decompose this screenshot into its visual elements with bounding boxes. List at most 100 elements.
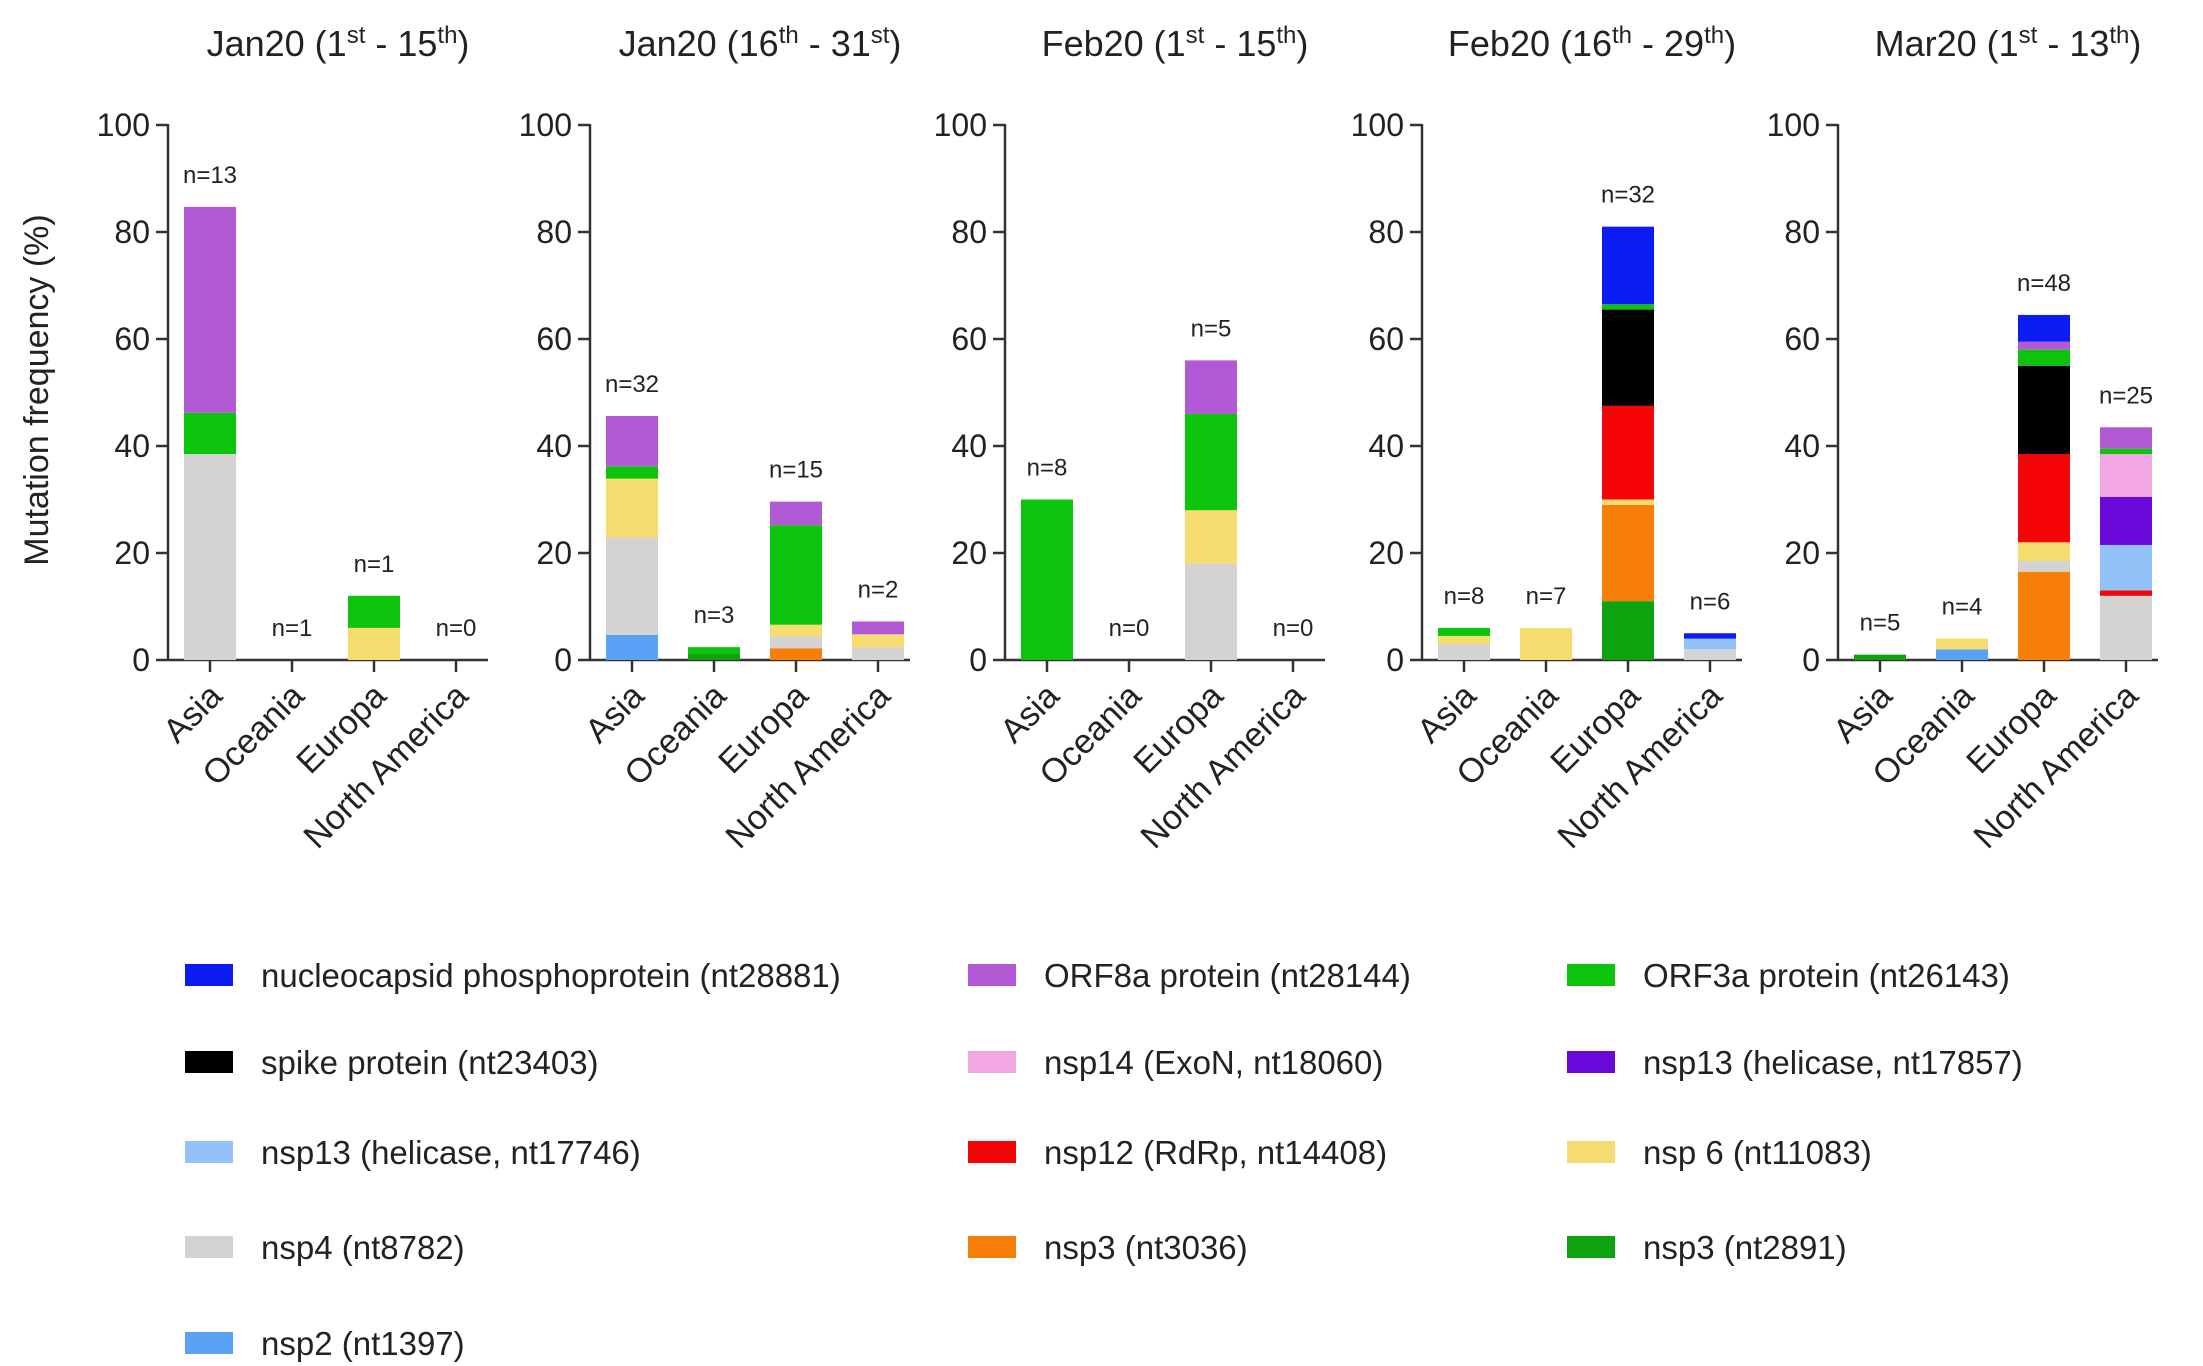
y-tick-label: 60 xyxy=(536,321,572,357)
panel-title-superscript: st xyxy=(2019,22,2038,49)
y-tick-label: 20 xyxy=(536,535,572,571)
panel-title-superscript: th xyxy=(1704,22,1724,49)
legend-swatch xyxy=(1567,1051,1615,1073)
sample-count-label: n=13 xyxy=(183,162,237,189)
panel-title-text: Mar20 (1 xyxy=(1875,23,2019,64)
y-tick-label: 100 xyxy=(1351,107,1404,143)
bar-segment xyxy=(1185,510,1237,564)
bar-segment xyxy=(2018,349,2070,366)
panel-title-text: ) xyxy=(2129,23,2141,64)
legend-swatch xyxy=(1567,1141,1615,1163)
panel-title-superscript: st xyxy=(871,22,890,49)
bar-segment xyxy=(2018,571,2070,660)
legend-item: nsp2 (nt1397) xyxy=(185,1325,465,1362)
bar-segment xyxy=(1185,563,1237,660)
bar-segment xyxy=(2100,590,2152,596)
bar-segment xyxy=(770,648,822,660)
bar-segment xyxy=(2100,496,2152,545)
panel-title-superscript: th xyxy=(437,22,457,49)
legend-label: nsp13 (helicase, nt17746) xyxy=(261,1134,641,1171)
y-tick-label: 100 xyxy=(1767,107,1820,143)
bar-segment xyxy=(1602,499,1654,505)
y-tick-label: 100 xyxy=(519,107,572,143)
bar-segment xyxy=(1684,633,1736,639)
sample-count-label: n=2 xyxy=(858,576,899,603)
bar-segment xyxy=(770,624,822,637)
x-category-label: Asia xyxy=(156,677,230,751)
sample-count-label: n=15 xyxy=(769,457,823,484)
sample-count-label: n=1 xyxy=(272,615,313,642)
bar-segment xyxy=(2018,561,2070,572)
y-tick-label: 80 xyxy=(1368,214,1404,250)
legend-label: nsp3 (nt3036) xyxy=(1044,1229,1248,1266)
legend: nucleocapsid phosphoprotein (nt28881) ORF… xyxy=(185,957,2023,1362)
y-tick-label: 0 xyxy=(1802,642,1820,678)
bar-segment xyxy=(1602,504,1654,602)
y-tick-label: 80 xyxy=(951,214,987,250)
bar-segment xyxy=(606,466,658,479)
bar-segment xyxy=(2100,454,2152,497)
legend-label: nsp13 (helicase, nt17857) xyxy=(1643,1044,2023,1081)
y-tick-label: 40 xyxy=(536,428,572,464)
legend-item: nsp14 (ExoN, nt18060) xyxy=(968,1044,1383,1081)
bar-segment xyxy=(606,478,658,538)
bar-segment xyxy=(2018,365,2070,455)
chart-panels: Jan20 (1st - 15th)020406080100n=13Asian=… xyxy=(97,22,2158,856)
y-tick-label: 0 xyxy=(554,642,572,678)
panel-title-text: Feb20 (16 xyxy=(1448,23,1612,64)
bar-segment xyxy=(852,621,904,635)
bar-segment xyxy=(2018,314,2070,342)
legend-item: nsp3 (nt2891) xyxy=(1567,1229,1847,1266)
x-category-label: Asia xyxy=(1826,677,1900,751)
panel-title-text: - 29 xyxy=(1632,23,1704,64)
panel-title-superscript: th xyxy=(1276,22,1296,49)
panel-title-text: Jan20 (1 xyxy=(207,23,347,64)
panel-title: Mar20 (1st - 13th) xyxy=(1875,22,2142,64)
y-tick-label: 20 xyxy=(114,535,150,571)
sample-count-label: n=4 xyxy=(1942,594,1983,621)
chart-panel: Jan20 (16th - 31st) 0 20 40 60 80 100 n=32 Asia n… xyxy=(519,22,910,856)
y-tick-label: 40 xyxy=(951,428,987,464)
legend-swatch xyxy=(185,964,233,986)
panel-title-text: ) xyxy=(1296,23,1308,64)
legend-swatch xyxy=(1567,964,1615,986)
panel-title: Feb20 (1st - 15th) xyxy=(1042,22,1309,64)
sample-count-label: n=0 xyxy=(1273,615,1314,642)
y-tick-label: 40 xyxy=(1784,428,1820,464)
bar-segment xyxy=(1602,601,1654,660)
bar-segment xyxy=(1438,643,1490,660)
legend-label: ORF8a protein (nt28144) xyxy=(1044,957,1411,994)
y-tick-label: 80 xyxy=(114,214,150,250)
legend-item: nsp3 (nt3036) xyxy=(968,1229,1248,1266)
panel-title-text: ) xyxy=(889,23,901,64)
bar-segment xyxy=(184,206,236,413)
panel-title-superscript: st xyxy=(347,22,366,49)
bar-segment xyxy=(770,636,822,649)
sample-count-label: n=5 xyxy=(1860,610,1901,637)
bar-segment xyxy=(348,627,400,660)
panel-title-text: - 13 xyxy=(2037,23,2109,64)
y-tick-label: 20 xyxy=(1368,535,1404,571)
sample-count-label: n=25 xyxy=(2099,382,2153,409)
bar-segment xyxy=(2018,454,2070,543)
chart-panel: Mar20 (1st - 13th) 0 20 40 60 80 100 n=5 Asia n=4… xyxy=(1767,22,2158,856)
y-tick-label: 20 xyxy=(951,535,987,571)
panel-title-text: - 31 xyxy=(799,23,871,64)
bar-segment xyxy=(606,634,658,660)
bar-segment xyxy=(1602,309,1654,406)
y-tick-label: 0 xyxy=(132,642,150,678)
panel-title-superscript: th xyxy=(779,22,799,49)
panel-title-text: ) xyxy=(1724,23,1736,64)
sample-count-label: n=8 xyxy=(1444,583,1485,610)
x-category-label: Asia xyxy=(578,677,652,751)
bar-segment xyxy=(2018,341,2070,350)
legend-label: ORF3a protein (nt26143) xyxy=(1643,957,2010,994)
y-tick-label: 60 xyxy=(951,321,987,357)
y-tick-label: 60 xyxy=(114,321,150,357)
panel-title: Jan20 (16th - 31st) xyxy=(619,22,902,64)
x-category-label: Asia xyxy=(993,677,1067,751)
legend-label: nsp 6 (nt11083) xyxy=(1643,1134,1872,1171)
sample-count-label: n=6 xyxy=(1690,588,1731,615)
legend-swatch xyxy=(185,1236,233,1258)
bar-segment xyxy=(2100,595,2152,660)
